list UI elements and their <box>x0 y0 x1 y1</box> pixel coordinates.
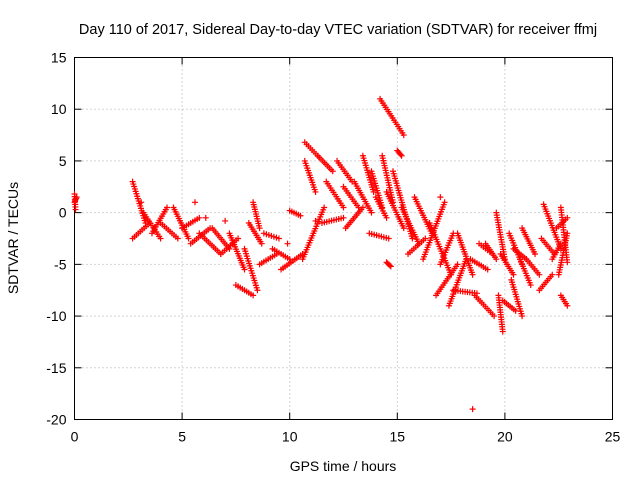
data-point <box>284 240 291 247</box>
data-point <box>519 313 526 320</box>
data-point <box>340 214 347 221</box>
chart-title: Day 110 of 2017, Sidereal Day-to-day VTE… <box>79 22 597 38</box>
data-point <box>469 271 476 278</box>
x-tick-label: 25 <box>605 429 621 445</box>
data-point <box>385 235 392 242</box>
data-point <box>164 204 171 211</box>
data-point <box>297 212 304 219</box>
data-point <box>138 199 145 206</box>
data-point <box>386 262 393 269</box>
y-tick-label: -20 <box>46 412 66 428</box>
x-tick-label: 20 <box>497 429 513 445</box>
data-point <box>409 235 416 242</box>
data-point <box>174 235 181 242</box>
data-point <box>564 259 571 266</box>
data-point <box>254 287 261 294</box>
data-point <box>368 209 375 216</box>
data-point <box>564 302 571 309</box>
data-point <box>564 214 571 221</box>
data-point <box>441 199 448 206</box>
data-point <box>157 235 164 242</box>
data-point <box>241 266 248 273</box>
data-point <box>73 194 80 201</box>
data-point <box>564 230 571 237</box>
data-point <box>258 240 265 247</box>
grid-lines <box>74 57 613 420</box>
data-point <box>491 313 498 320</box>
y-tick-label: 0 <box>59 205 67 221</box>
data-points <box>71 95 571 413</box>
data-point <box>512 307 519 314</box>
data-point <box>398 152 405 159</box>
data-point <box>329 168 336 175</box>
data-point <box>359 204 366 211</box>
data-point <box>321 204 328 211</box>
y-tick-label: 5 <box>59 153 67 169</box>
data-point <box>557 240 564 247</box>
data-point <box>493 256 500 263</box>
data-point <box>383 214 390 221</box>
y-tick-label: -15 <box>46 360 66 376</box>
y-tick-label: 10 <box>51 101 67 117</box>
data-point <box>400 225 407 232</box>
data-point <box>275 235 282 242</box>
data-point <box>196 214 203 221</box>
axis-ticks: 0 5 10 15 20 25 -20 -15 -10 -5 0 5 10 15 <box>46 50 620 445</box>
data-point <box>400 132 407 139</box>
y-tick-label: 15 <box>51 50 67 66</box>
data-point <box>250 292 257 299</box>
data-point <box>370 188 377 195</box>
data-point <box>340 204 347 211</box>
data-point <box>286 256 293 263</box>
data-point <box>532 251 539 258</box>
x-tick-label: 15 <box>390 429 406 445</box>
data-point <box>527 282 534 289</box>
data-point <box>222 217 229 224</box>
data-point <box>397 151 404 158</box>
data-point <box>437 194 444 201</box>
data-point <box>454 261 461 268</box>
data-point <box>202 214 209 221</box>
data-point <box>387 263 394 270</box>
y-axis-label: SDTVAR / TECUs <box>5 182 21 294</box>
data-point <box>422 235 429 242</box>
data-point <box>256 225 263 232</box>
data-point <box>510 271 517 278</box>
data-point <box>312 217 319 224</box>
data-point <box>235 235 242 242</box>
x-tick-label: 10 <box>282 429 298 445</box>
data-point <box>192 199 199 206</box>
y-tick-label: -5 <box>54 256 67 272</box>
data-point <box>72 206 79 213</box>
x-tick-label: 0 <box>71 429 79 445</box>
data-point <box>499 328 506 335</box>
plot-frame <box>74 57 613 420</box>
x-axis-label: GPS time / hours <box>290 458 397 474</box>
data-point <box>484 266 491 273</box>
data-point <box>469 406 476 413</box>
data-point <box>312 188 319 195</box>
y-tick-label: -10 <box>46 308 66 324</box>
x-tick-label: 5 <box>178 429 186 445</box>
data-point <box>536 271 543 278</box>
data-point <box>549 271 556 278</box>
data-point <box>185 235 192 242</box>
